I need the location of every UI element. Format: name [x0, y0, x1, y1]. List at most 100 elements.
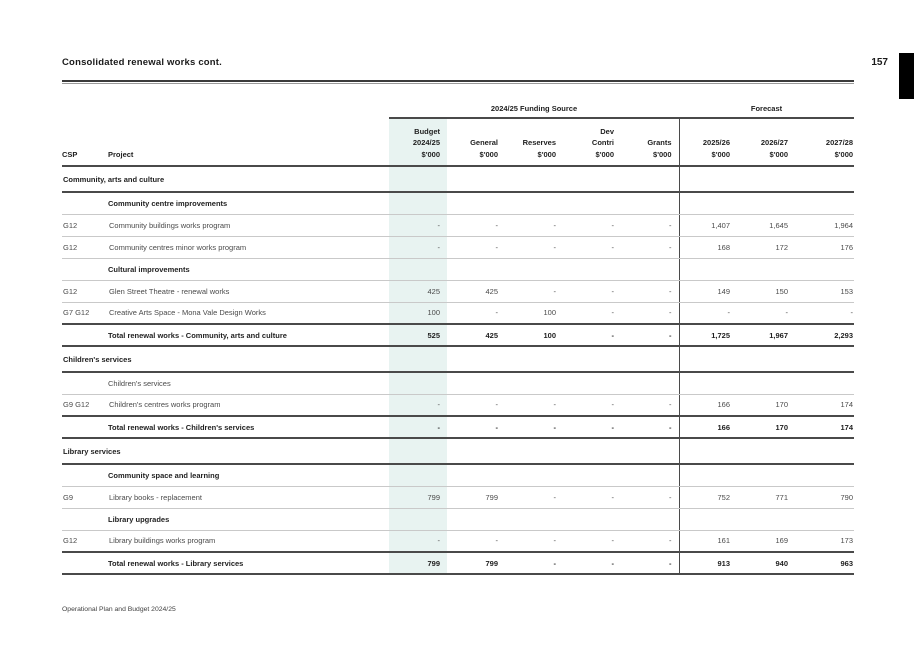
col-header-2027-28: 2027/28 $'000	[795, 118, 855, 167]
value-grants: -	[621, 302, 679, 325]
value-budget	[389, 508, 447, 531]
value-budget	[389, 464, 447, 487]
project-row: G12 Library buildings works program - - - - -1…	[62, 530, 855, 553]
value-2025-26	[678, 438, 737, 465]
value-grants: -	[621, 394, 679, 417]
row-label: Library services	[62, 438, 389, 465]
col-header-2025-26: 2025/26 $'000	[678, 118, 737, 167]
value-budget: -	[389, 236, 447, 259]
col-header-reserves: Reserves $'000	[505, 118, 563, 167]
value-2026-27: 169	[737, 530, 795, 553]
row-label: Total renewal works - Community, arts an…	[62, 324, 389, 347]
value-dev-contri	[563, 346, 621, 373]
value-2025-26: 752	[678, 486, 737, 509]
value-dev-contri: -	[563, 416, 621, 439]
value-dev-contri	[563, 438, 621, 465]
value-2027-28: 174	[795, 394, 855, 417]
value-reserves: -	[505, 416, 563, 439]
value-2026-27: -	[737, 302, 795, 325]
value-budget	[389, 346, 447, 373]
value-reserves	[505, 192, 563, 215]
csp-code: G12	[62, 236, 108, 259]
value-budget: 525	[389, 324, 447, 347]
total-row: Total renewal works - Children's service…	[62, 416, 855, 439]
subheading-row: Library upgrades	[62, 508, 855, 531]
project-name: Library buildings works program	[108, 530, 389, 553]
value-reserves	[505, 166, 563, 193]
value-dev-contri: -	[563, 302, 621, 325]
value-grants	[621, 166, 679, 193]
value-2027-28: 174	[795, 416, 855, 439]
value-general	[447, 166, 505, 193]
value-budget: 100	[389, 302, 447, 325]
col-header-dev-contri: Dev Contri $'000	[563, 118, 621, 167]
value-2027-28: 2,293	[795, 324, 855, 347]
value-grants: -	[621, 280, 679, 303]
value-general: 799	[447, 552, 505, 575]
subheading-row: Community centre improvements	[62, 192, 855, 215]
value-reserves	[505, 346, 563, 373]
value-2026-27: 1,967	[737, 324, 795, 347]
column-header-row: CSP Project Budget 2024/25 $'000 General…	[62, 118, 855, 167]
project-name: Community buildings works program	[108, 214, 389, 237]
value-general	[447, 372, 505, 395]
value-grants	[621, 508, 679, 531]
group-header-row: 2024/25 Funding Source Forecast	[62, 100, 855, 119]
col-header-general: General $'000	[447, 118, 505, 167]
row-label: Children's services	[62, 346, 389, 373]
value-2027-28: 153	[795, 280, 855, 303]
value-grants	[621, 258, 679, 281]
project-row: G7 G12 Creative Arts Space - Mona Vale De…	[62, 302, 855, 325]
value-dev-contri	[563, 166, 621, 193]
value-general	[447, 464, 505, 487]
value-budget	[389, 258, 447, 281]
group-header-spacer	[62, 100, 389, 118]
value-2025-26	[678, 166, 737, 193]
project-name: Glen Street Theatre - renewal works	[108, 280, 389, 303]
value-grants: -	[621, 486, 679, 509]
value-2025-26	[678, 192, 737, 215]
row-label: Community, arts and culture	[62, 166, 389, 193]
value-2026-27	[737, 438, 795, 465]
value-reserves: -	[505, 280, 563, 303]
row-label: Community space and learning	[62, 464, 389, 487]
value-general	[447, 192, 505, 215]
value-grants: -	[621, 530, 679, 553]
col-header-grants: Grants $'000	[621, 118, 679, 167]
value-grants	[621, 346, 679, 373]
value-general: 425	[447, 280, 505, 303]
value-2027-28: 176	[795, 236, 855, 259]
row-label: Total renewal works - Library services	[62, 552, 389, 575]
value-budget	[389, 438, 447, 465]
csp-code: G12	[62, 280, 108, 303]
value-2025-26	[678, 464, 737, 487]
value-dev-contri: -	[563, 486, 621, 509]
value-grants: -	[621, 236, 679, 259]
value-2025-26: 149	[678, 280, 737, 303]
value-2026-27	[737, 192, 795, 215]
group-header-forecast: Forecast	[679, 100, 855, 119]
col-header-budget: Budget 2024/25 $'000	[389, 118, 447, 167]
value-reserves	[505, 464, 563, 487]
value-budget: -	[389, 416, 447, 439]
value-2026-27	[737, 346, 795, 373]
value-2025-26: 166	[678, 394, 737, 417]
value-reserves	[505, 258, 563, 281]
row-label: Community centre improvements	[62, 192, 389, 215]
csp-code: G12	[62, 530, 108, 553]
csp-code: G7 G12	[62, 302, 108, 325]
value-2025-26: 913	[678, 552, 737, 575]
project-name: Community centres minor works program	[108, 236, 389, 259]
value-2025-26	[678, 346, 737, 373]
value-general: 799	[447, 486, 505, 509]
value-dev-contri	[563, 258, 621, 281]
section-row: Children's services	[62, 346, 855, 373]
value-2027-28	[795, 166, 855, 193]
value-budget: 799	[389, 486, 447, 509]
value-reserves	[505, 508, 563, 531]
value-2027-28: 790	[795, 486, 855, 509]
value-2025-26: 168	[678, 236, 737, 259]
value-2027-28	[795, 372, 855, 395]
section-row: Community, arts and culture	[62, 166, 855, 193]
value-2025-26: 1,407	[678, 214, 737, 237]
